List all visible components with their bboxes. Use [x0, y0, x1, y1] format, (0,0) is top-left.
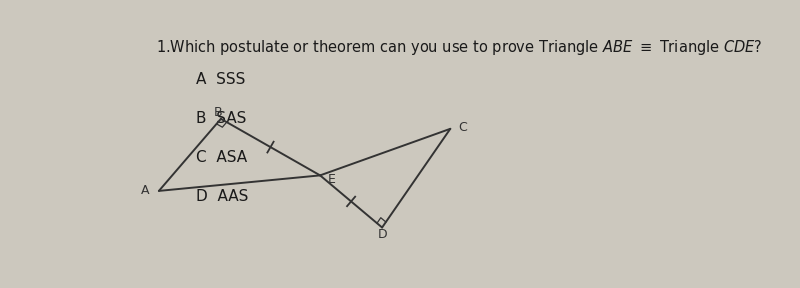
Text: B  SAS: B SAS: [196, 111, 246, 126]
Text: B: B: [214, 106, 222, 119]
Text: 1.Which postulate or theorem can you use to prove Triangle $\it{ABE}$ $\equiv$ T: 1.Which postulate or theorem can you use…: [156, 38, 762, 57]
Text: D  AAS: D AAS: [196, 189, 249, 204]
Text: D: D: [378, 228, 387, 241]
Text: C: C: [458, 121, 467, 134]
Text: E: E: [327, 173, 335, 186]
Text: A  SSS: A SSS: [196, 72, 246, 87]
Text: C  ASA: C ASA: [196, 150, 247, 165]
Text: A: A: [141, 184, 150, 197]
